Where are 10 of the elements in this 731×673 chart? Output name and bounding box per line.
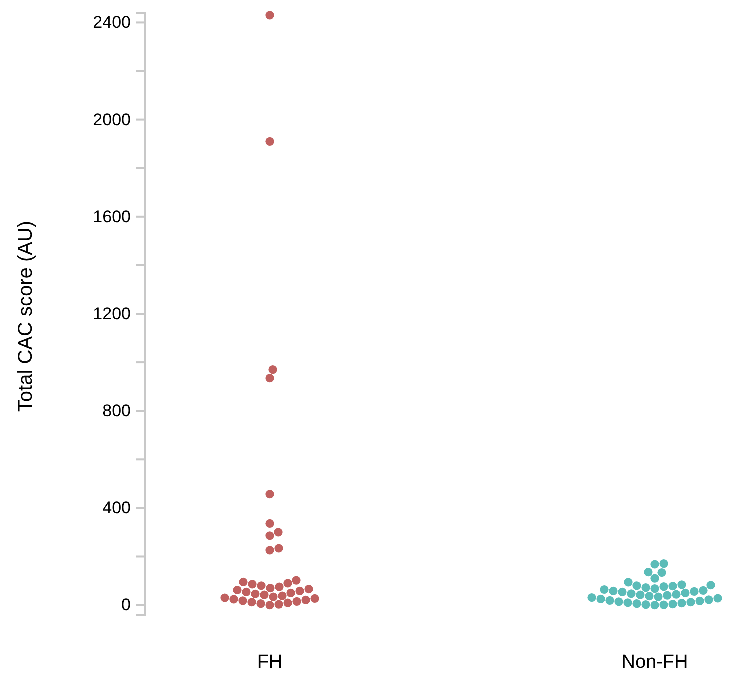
x-tick-label: FH (257, 652, 283, 673)
y-tick-label: 800 (102, 402, 131, 421)
x-tick-label: Non-FH (622, 652, 688, 673)
y-tick-label: 2000 (93, 110, 131, 130)
y-tick-label: 1600 (93, 207, 131, 226)
y-tick-label: 1200 (93, 304, 131, 324)
y-tick-label: 0 (122, 596, 131, 615)
y-axis-title: Total CAC score (AU) (15, 220, 37, 412)
y-tick-label: 400 (102, 498, 131, 518)
y-tick-label: 2400 (93, 13, 131, 32)
